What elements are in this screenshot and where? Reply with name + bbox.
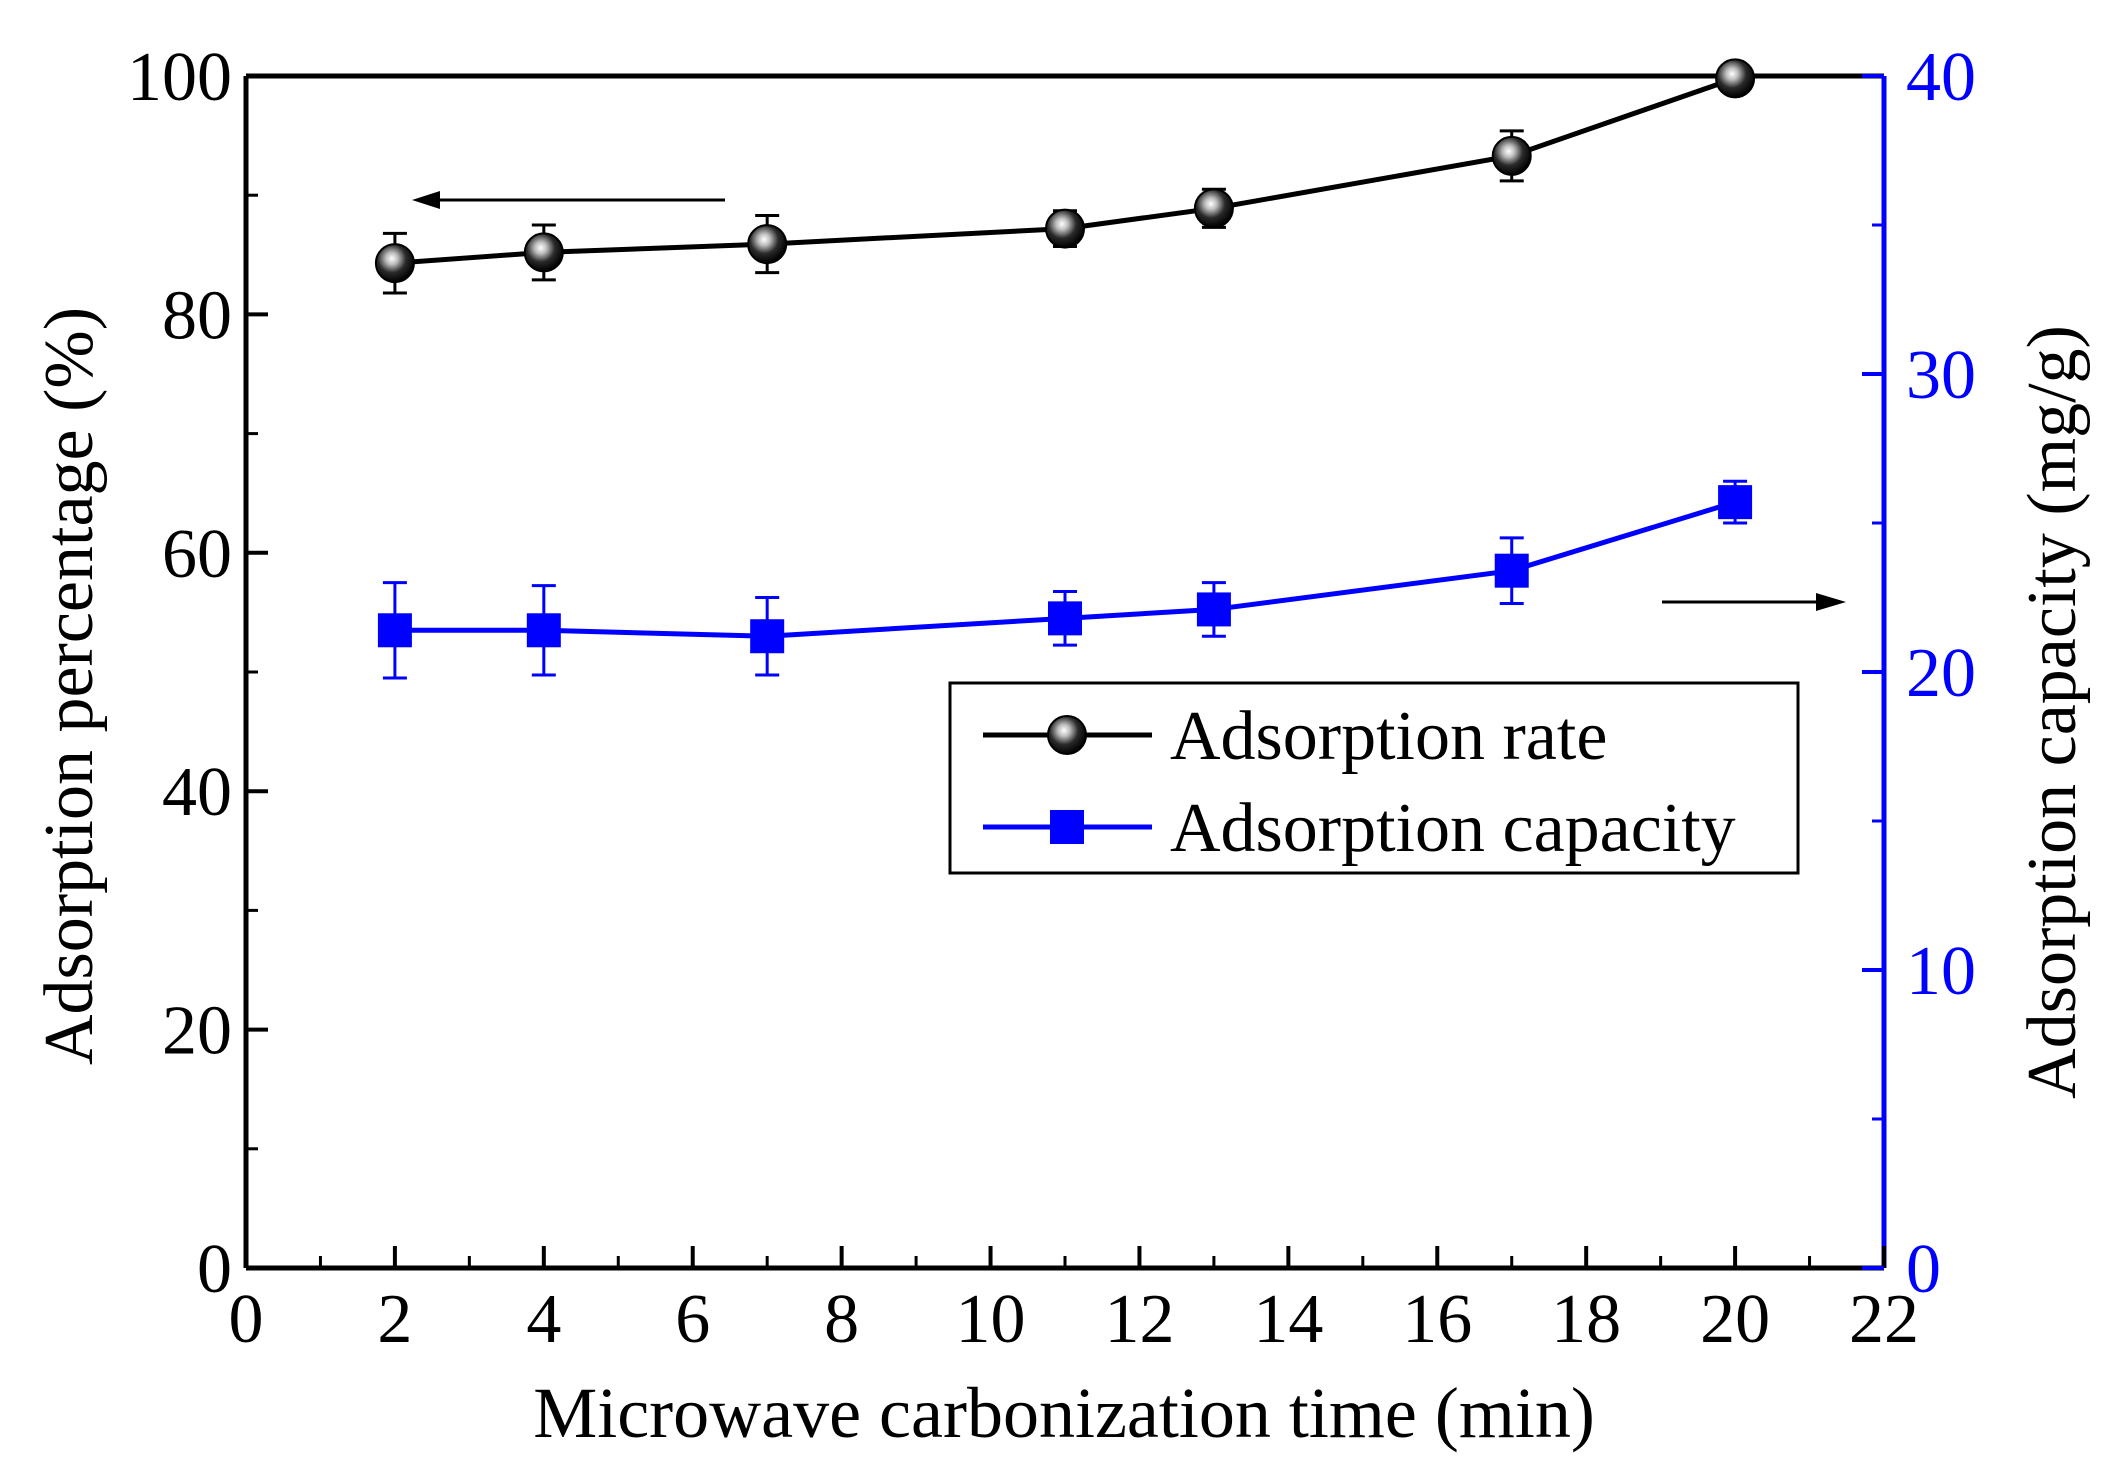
y-left-tick-label: 60 (162, 516, 232, 593)
series-layer (374, 58, 1756, 680)
legend-box (948, 681, 1800, 875)
x-tick-label: 18 (1551, 1281, 1621, 1358)
right-axis-arrowhead (1816, 593, 1846, 611)
data-point (750, 619, 785, 654)
data-point (1048, 601, 1082, 636)
data-point (1494, 553, 1529, 588)
y-axis-right: 0 10 20 30 40 (1862, 39, 1976, 1308)
x-tick-label: 20 (1700, 1281, 1770, 1358)
y-right-tick-label: 30 (1906, 337, 1976, 414)
x-tick-label: 2 (377, 1281, 412, 1358)
data-point (1045, 208, 1085, 249)
data-point (1715, 58, 1756, 99)
y-axis-left: 0 20 40 60 80 100 (127, 39, 268, 1308)
x-tick-label: 6 (675, 1281, 710, 1358)
x-axis-label: Microwave carbonization time (min) (533, 1373, 1595, 1453)
x-tick-label: 4 (526, 1281, 561, 1358)
axis-arrows (412, 191, 1846, 611)
x-tick-label: 22 (1849, 1281, 1919, 1358)
legend-marker (1050, 810, 1084, 844)
y-axis-left-label: Adsorption percentage (%) (31, 307, 108, 1065)
data-point (747, 224, 788, 265)
data-point (1196, 592, 1231, 627)
data-point (374, 243, 415, 284)
x-tick-label: 12 (1104, 1281, 1174, 1358)
x-tick-label: 16 (1402, 1281, 1472, 1358)
y-left-tick-label: 0 (197, 1231, 232, 1308)
data-point (526, 613, 561, 648)
y-left-tick-label: 20 (162, 993, 232, 1070)
y-left-tick-label: 100 (127, 39, 232, 116)
legend-marker (1047, 715, 1087, 755)
x-tick-label: 10 (956, 1281, 1026, 1358)
y-left-tick-label: 40 (162, 754, 232, 831)
data-point (1491, 135, 1532, 176)
left-axis-arrowhead (412, 191, 440, 209)
series-adsorption-capacity (377, 479, 1753, 680)
x-tick-label: 14 (1253, 1281, 1323, 1358)
series-adsorption-rate (374, 58, 1756, 295)
y-right-tick-label: 40 (1906, 39, 1976, 116)
y-right-tick-label: 0 (1906, 1231, 1941, 1308)
data-point (377, 613, 412, 648)
y-right-tick-label: 20 (1906, 635, 1976, 712)
legend-label: Adsorption capacity (1170, 790, 1736, 867)
x-tick-label: 0 (229, 1281, 264, 1358)
y-axis-right-label: Adsorption capacity (mg/g) (2014, 325, 2091, 1099)
y-left-tick-label: 80 (162, 277, 232, 354)
y-right-tick-label: 10 (1906, 933, 1976, 1010)
x-tick-label: 8 (824, 1281, 859, 1358)
x-axis: 0 2 4 6 8 10 12 14 16 18 20 22 (229, 1246, 1919, 1358)
legend-label: Adsorption rate (1170, 698, 1607, 775)
data-point (523, 232, 564, 273)
data-point (1718, 485, 1753, 520)
data-point (1193, 188, 1234, 229)
legend: Adsorption rate Adsorption capacity (948, 681, 1800, 875)
